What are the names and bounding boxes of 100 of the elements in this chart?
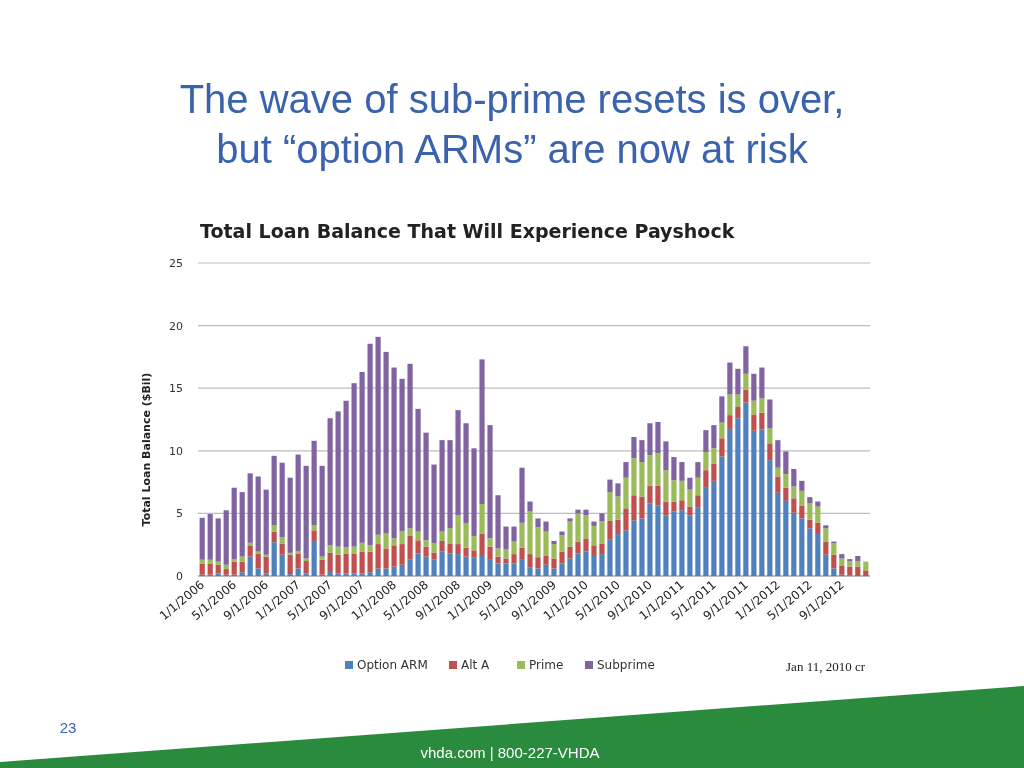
bar <box>511 554 517 564</box>
bar <box>239 572 245 576</box>
bar <box>439 531 445 541</box>
bar <box>383 351 389 534</box>
bar <box>855 560 861 567</box>
bar <box>719 438 725 457</box>
bar <box>735 418 741 576</box>
bar <box>471 448 477 536</box>
bar <box>303 573 309 576</box>
bar <box>423 556 429 576</box>
bar <box>863 570 869 576</box>
bar <box>279 554 285 576</box>
bar <box>287 477 293 553</box>
bar <box>783 451 789 474</box>
bar <box>511 563 517 576</box>
text: 23 <box>59 719 77 736</box>
bar <box>439 440 445 532</box>
bar <box>463 556 469 576</box>
bar <box>823 554 829 576</box>
bar <box>647 503 653 576</box>
bar <box>415 531 421 541</box>
bar <box>423 546 429 557</box>
bar <box>503 558 509 564</box>
bar <box>807 503 813 520</box>
bar <box>647 455 653 486</box>
bar <box>431 464 437 544</box>
bar <box>727 415 733 429</box>
bar <box>551 568 557 576</box>
bar <box>327 570 333 576</box>
y-tick-label: 20 <box>169 319 183 333</box>
legend-label: Subprime <box>597 658 655 672</box>
bar <box>471 535 477 551</box>
bar <box>215 561 221 565</box>
bar <box>407 528 413 536</box>
bar <box>839 558 845 566</box>
bar <box>519 467 525 523</box>
bar <box>591 555 597 576</box>
bar <box>431 543 437 553</box>
bar <box>447 543 453 554</box>
bar <box>479 533 485 556</box>
bar <box>703 452 709 471</box>
bar <box>631 520 637 576</box>
bar <box>655 453 661 486</box>
bar <box>671 457 677 481</box>
bar <box>271 531 277 543</box>
bar <box>215 518 221 562</box>
bar <box>519 559 525 576</box>
y-axis-title: Total Loan Balance ($Bil) <box>140 372 153 527</box>
y-tick-label: 5 <box>176 507 183 521</box>
bar <box>271 525 277 532</box>
bar <box>807 528 813 576</box>
bar <box>295 553 301 569</box>
bar <box>687 506 693 516</box>
bar <box>511 526 517 542</box>
bar <box>855 555 861 561</box>
bar <box>623 530 629 576</box>
bar <box>495 495 501 549</box>
bar <box>711 480 717 576</box>
bar <box>463 423 469 524</box>
bar <box>391 545 397 567</box>
bar <box>591 521 597 526</box>
bar <box>383 533 389 549</box>
bar <box>671 511 677 576</box>
bar <box>583 509 589 516</box>
bar <box>671 501 677 512</box>
bar <box>663 501 669 516</box>
bar <box>591 545 597 556</box>
bar <box>831 568 837 576</box>
bar <box>415 540 421 554</box>
bar <box>615 483 621 497</box>
bar <box>263 489 269 555</box>
bar <box>623 508 629 531</box>
bar <box>679 480 685 501</box>
bar <box>583 538 589 552</box>
bar <box>687 489 693 507</box>
bar <box>495 563 501 576</box>
bar <box>631 495 637 521</box>
legend-label: Option ARM <box>357 658 428 672</box>
bar <box>799 518 805 576</box>
bar <box>823 528 829 542</box>
legend-label: Prime <box>529 658 564 672</box>
bar <box>575 509 581 514</box>
bar <box>231 487 237 560</box>
bar <box>599 513 605 522</box>
bar <box>535 557 541 569</box>
bar <box>223 569 229 575</box>
bar <box>543 564 549 576</box>
bar <box>439 540 445 552</box>
bar <box>639 462 645 497</box>
bar <box>663 470 669 502</box>
bar <box>503 549 509 559</box>
bar <box>759 398 765 413</box>
bar <box>311 540 317 576</box>
bar <box>775 476 781 493</box>
bar <box>727 428 733 576</box>
bar <box>655 422 661 454</box>
bar <box>319 559 325 575</box>
bar <box>295 568 301 576</box>
bar <box>575 513 581 542</box>
bar <box>399 544 405 565</box>
